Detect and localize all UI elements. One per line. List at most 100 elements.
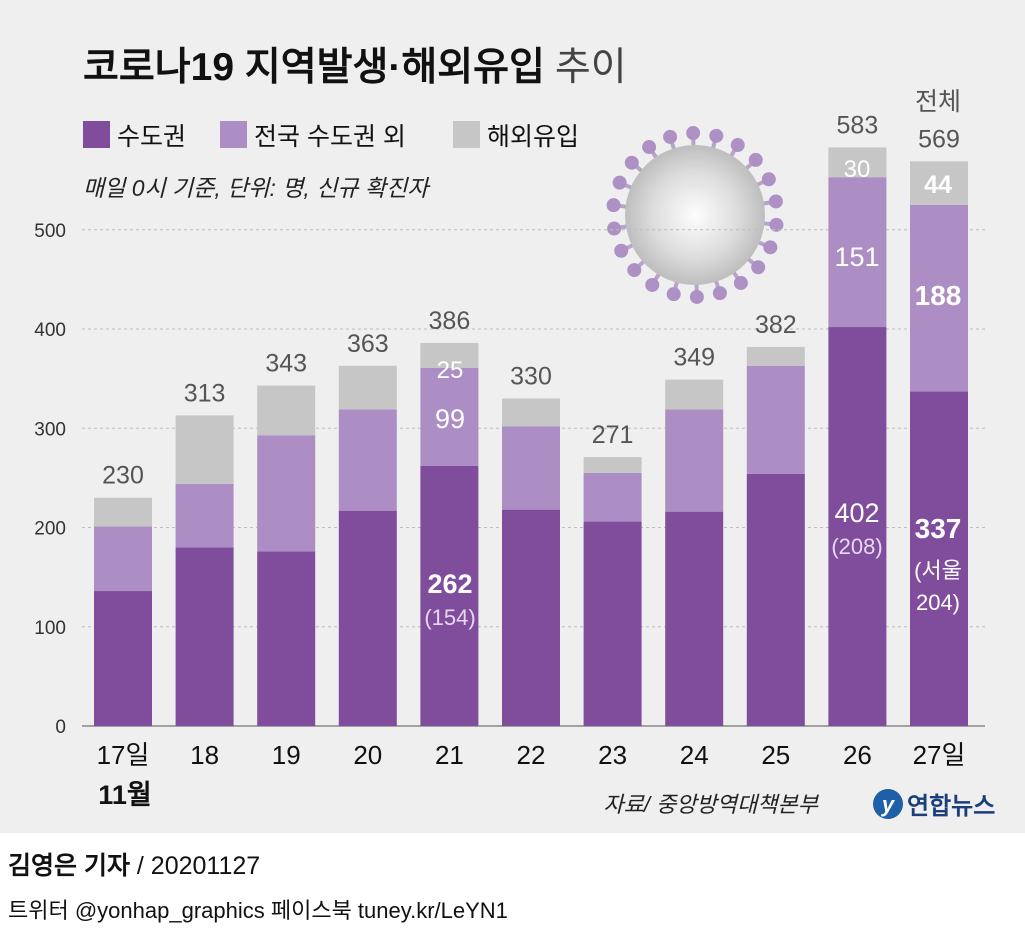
y-tick-label-400: 400 bbox=[34, 320, 66, 341]
bar-7-metro bbox=[665, 511, 724, 726]
bar-1-nonmetro bbox=[175, 483, 234, 548]
logo-text: 연합뉴스 bbox=[907, 793, 995, 820]
label-26-seoul: (208) bbox=[831, 534, 882, 559]
virus-spike-head bbox=[624, 155, 639, 170]
bar-6-overseas bbox=[583, 457, 642, 473]
source-note: 자료/ 중앙방역대책본부 bbox=[603, 792, 819, 817]
x-tick-label-3: 20 bbox=[353, 740, 382, 770]
bar-6-metro bbox=[583, 521, 642, 726]
y-tick-label-200: 200 bbox=[34, 519, 66, 540]
byline: 김영은 기자 / 20201127 bbox=[8, 846, 260, 882]
y-tick-label-0: 0 bbox=[55, 717, 66, 738]
virus-spikes bbox=[606, 126, 784, 304]
bar-4-overseas bbox=[420, 342, 479, 368]
bar-8-overseas bbox=[746, 346, 805, 366]
virus-spike-head bbox=[645, 277, 660, 292]
bar-1-metro bbox=[175, 547, 234, 726]
x-tick-label-4: 21 bbox=[435, 740, 464, 770]
sns-info: 트위터 @yonhap_graphics 페이스북 tuney.kr/LeYN1 bbox=[8, 898, 508, 923]
bar-4-nonmetro bbox=[420, 367, 479, 466]
bar-6-nonmetro bbox=[583, 472, 642, 522]
virus-spike-head bbox=[686, 126, 701, 141]
legend-swatch-metro bbox=[83, 121, 110, 148]
label-26-metro: 402 bbox=[834, 498, 879, 528]
chart-panel: 코로나19 지역발생·해외유입 추이 수도권 전국 수도권 외 해외유입 매일 0… bbox=[0, 0, 1025, 833]
x-tick-label-1: 18 bbox=[190, 740, 219, 770]
total-label-8: 382 bbox=[755, 311, 797, 339]
bar-9-overseas bbox=[828, 147, 887, 178]
label-27-metro: 337 bbox=[915, 513, 962, 544]
legend: 수도권 전국 수도권 외 해외유입 bbox=[83, 121, 579, 151]
bar-10-overseas bbox=[910, 161, 968, 205]
y-tick-label-500: 500 bbox=[34, 221, 66, 242]
virus-spike-head bbox=[768, 194, 783, 209]
bar-0-nonmetro bbox=[94, 526, 152, 592]
total-label-9: 583 bbox=[837, 111, 879, 139]
label-27-seoul-line2: 204) bbox=[916, 590, 960, 615]
virus-body bbox=[625, 145, 765, 285]
total-label-6: 271 bbox=[592, 421, 634, 449]
virus-spike-head bbox=[751, 260, 766, 275]
virus-illustration bbox=[606, 126, 784, 304]
x-tick-label-2: 19 bbox=[272, 740, 301, 770]
bar-5-overseas bbox=[502, 398, 560, 427]
virus-spike-head bbox=[612, 175, 627, 190]
bar-3-nonmetro bbox=[338, 409, 397, 511]
bar-2-nonmetro bbox=[257, 435, 316, 552]
virus-spike-head bbox=[712, 286, 727, 301]
bar-7-overseas bbox=[665, 379, 724, 410]
bar-0-overseas bbox=[94, 497, 152, 527]
bar-8-metro bbox=[746, 473, 805, 726]
author: 김영은 기자 bbox=[8, 852, 130, 880]
chart-title: 코로나19 지역발생·해외유입 추이 bbox=[83, 46, 627, 89]
y-tick-label-300: 300 bbox=[34, 419, 66, 440]
bar-2-overseas bbox=[257, 385, 316, 436]
legend-label-nonmetro: 전국 수도권 외 bbox=[254, 123, 406, 151]
date: / 20201127 bbox=[136, 852, 261, 880]
x-tick-label-7: 24 bbox=[680, 740, 709, 770]
x-tick-label-9: 26 bbox=[843, 740, 872, 770]
virus-spike-head bbox=[733, 275, 748, 290]
bar-3-overseas bbox=[338, 365, 397, 410]
total-label-0: 230 bbox=[102, 462, 144, 490]
bar-3-metro bbox=[338, 510, 397, 726]
total-label-3: 363 bbox=[347, 330, 389, 358]
legend-label-metro: 수도권 bbox=[117, 123, 186, 151]
x-axis: 17일 18 19 20 21 22 23 24 25 26 27일 bbox=[97, 740, 966, 770]
x-tick-label-6: 23 bbox=[598, 740, 627, 770]
label-27-overseas: 44 bbox=[924, 171, 952, 199]
total-label-10: 569 bbox=[918, 125, 960, 153]
bar-5-metro bbox=[502, 509, 560, 726]
label-21-overseas: 25 bbox=[437, 357, 464, 384]
label-21-seoul: (154) bbox=[424, 605, 475, 630]
total-header: 전체 bbox=[915, 88, 961, 116]
x-tick-label-10: 27일 bbox=[913, 740, 966, 770]
total-label-5: 330 bbox=[510, 363, 552, 391]
month-label: 11월 bbox=[98, 780, 151, 810]
bar-0-metro bbox=[94, 591, 152, 726]
bar-4-metro bbox=[420, 465, 479, 726]
virus-spike-head bbox=[627, 263, 642, 278]
segment-annotations: 25 99 262 (154) 30 151 402 (208) 44 188 … bbox=[424, 156, 962, 630]
virus-spike-head bbox=[607, 221, 622, 236]
virus-spike-head bbox=[761, 172, 776, 187]
y-tick-label-100: 100 bbox=[34, 618, 66, 639]
virus-spike-head bbox=[606, 198, 621, 213]
total-label-4: 386 bbox=[429, 307, 471, 335]
virus-spike-head bbox=[666, 287, 681, 302]
label-27-nonmetro: 188 bbox=[915, 280, 962, 311]
x-tick-label-8: 25 bbox=[761, 740, 790, 770]
bars bbox=[94, 147, 968, 726]
chart-svg: 코로나19 지역발생·해외유입 추이 수도권 전국 수도권 외 해외유입 매일 0… bbox=[34, 46, 995, 820]
bar-1-overseas bbox=[175, 415, 234, 484]
virus-spike-head bbox=[689, 289, 704, 304]
label-21-nonmetro: 99 bbox=[435, 404, 465, 434]
total-labels: 230 313 343 363 386 330 271 349 382 583 569 bbox=[102, 111, 960, 489]
virus-spike-head bbox=[748, 152, 763, 167]
label-26-nonmetro: 151 bbox=[834, 242, 879, 272]
label-26-overseas: 30 bbox=[844, 156, 871, 183]
total-label-7: 349 bbox=[673, 344, 715, 372]
virus-spike-head bbox=[769, 217, 784, 232]
virus-spike-head bbox=[730, 138, 745, 153]
bar-7-nonmetro bbox=[665, 409, 724, 512]
